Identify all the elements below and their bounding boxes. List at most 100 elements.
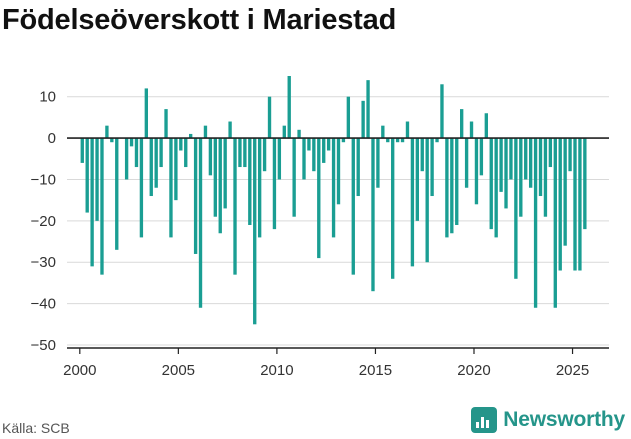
bar xyxy=(110,138,114,143)
bar xyxy=(297,129,301,139)
bar xyxy=(524,138,528,180)
y-tick-label: 10 xyxy=(39,89,56,106)
bar xyxy=(578,138,582,271)
bar xyxy=(460,109,464,139)
bar xyxy=(134,138,139,168)
x-tick-label: 2020 xyxy=(457,362,490,379)
bar xyxy=(179,138,183,151)
bar xyxy=(514,138,518,279)
bar xyxy=(105,125,109,139)
bar xyxy=(203,125,208,139)
bar xyxy=(366,80,370,139)
bar xyxy=(361,100,365,139)
bar xyxy=(499,138,503,192)
x-tick-labels: 2000 2005 2010 2015 2020 2025 xyxy=(63,362,589,379)
bar xyxy=(193,138,198,254)
bar xyxy=(425,138,429,263)
bar xyxy=(351,138,355,275)
bar xyxy=(519,138,523,217)
bar xyxy=(400,138,405,143)
bar xyxy=(336,138,341,205)
bar xyxy=(391,138,395,279)
bar xyxy=(415,138,419,221)
bar xyxy=(445,138,449,238)
bar xyxy=(80,138,84,163)
bar xyxy=(139,138,144,238)
bar xyxy=(129,138,134,147)
bar xyxy=(159,138,163,168)
bar xyxy=(583,138,587,230)
bar xyxy=(563,138,567,246)
bar xyxy=(174,138,178,201)
bar xyxy=(100,138,104,275)
bar xyxy=(331,138,336,238)
bar xyxy=(238,138,242,168)
bar xyxy=(322,138,326,163)
bar xyxy=(292,138,296,217)
bar xyxy=(149,138,153,197)
bar xyxy=(376,138,380,188)
bar xyxy=(381,125,385,139)
bar xyxy=(154,138,158,188)
bar xyxy=(85,138,89,213)
bar xyxy=(213,138,217,217)
bar xyxy=(568,138,572,172)
axes xyxy=(67,137,609,354)
y-tick-label: −50 xyxy=(31,337,56,354)
bar xyxy=(248,138,252,225)
bar xyxy=(302,138,306,180)
bar xyxy=(346,96,351,139)
y-tick-label: −30 xyxy=(31,254,56,271)
bar xyxy=(395,138,400,143)
source-note: Källa: SCB xyxy=(2,420,70,436)
bar xyxy=(208,138,213,176)
bar xyxy=(218,138,222,234)
bar xyxy=(474,138,479,205)
bar xyxy=(455,138,459,225)
bar-series xyxy=(80,76,587,325)
bar xyxy=(267,96,272,139)
bar xyxy=(479,138,484,176)
bar xyxy=(287,76,291,139)
bar xyxy=(115,138,119,250)
bar xyxy=(573,138,577,271)
bar xyxy=(184,138,188,168)
bar xyxy=(233,138,237,275)
bar xyxy=(464,138,469,188)
bar xyxy=(494,138,498,238)
bar xyxy=(528,138,533,188)
bar xyxy=(223,138,227,209)
bar xyxy=(469,121,474,139)
bar xyxy=(282,125,286,139)
x-tick-label: 2005 xyxy=(162,362,195,379)
bar-chart-icon xyxy=(471,407,498,433)
bar xyxy=(262,138,267,172)
bar xyxy=(164,109,168,139)
x-tick-label: 2010 xyxy=(260,362,293,379)
bar xyxy=(533,138,538,308)
y-tick-label: −20 xyxy=(31,213,56,230)
chart-title: Födelseöverskott i Mariestad xyxy=(2,4,397,36)
bar xyxy=(548,138,553,168)
grid-lines xyxy=(67,96,609,346)
bar xyxy=(228,121,232,139)
brand-logo: Newsworthy xyxy=(471,407,625,433)
brand-name: Newsworthy xyxy=(503,408,625,431)
bar xyxy=(326,138,331,151)
x-tick-label: 2025 xyxy=(556,362,589,379)
bar xyxy=(189,133,193,139)
bar xyxy=(558,138,562,271)
bar xyxy=(257,138,262,238)
bar xyxy=(538,138,543,197)
bar xyxy=(90,138,94,267)
bar xyxy=(410,138,415,267)
bar xyxy=(509,138,513,180)
bar xyxy=(489,138,493,230)
bar xyxy=(307,138,311,151)
bar xyxy=(553,138,557,308)
bar xyxy=(435,138,439,143)
bar xyxy=(277,138,282,180)
bar xyxy=(312,138,316,172)
y-tick-label: 0 xyxy=(48,130,56,147)
